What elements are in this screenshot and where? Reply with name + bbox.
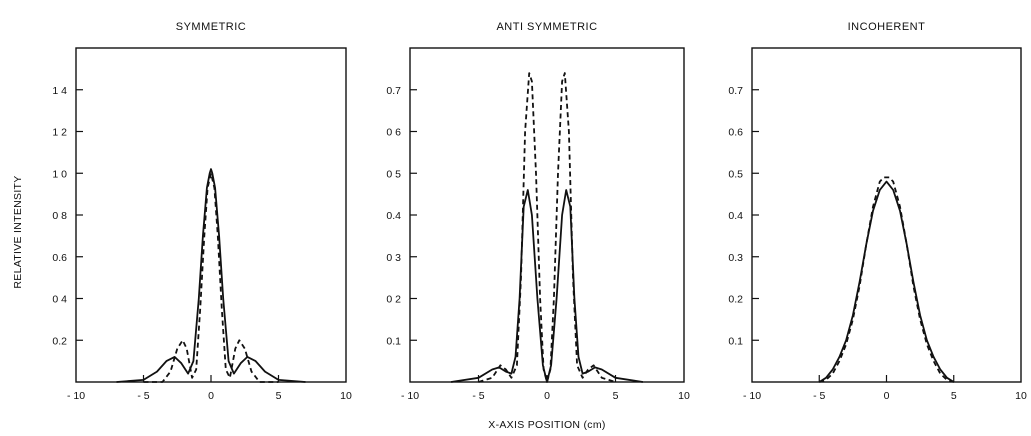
panel-title: INCOHERENT [848,21,926,33]
y-tick-label: 0.1 [728,335,743,347]
y-tick-label: 1 2 [52,127,67,139]
x-tick-label: 10 [340,390,352,402]
y-tick-label: 0 3 [386,252,401,264]
x-tick-label: - 10 [67,390,85,402]
solid-curve [450,189,644,383]
y-tick-label: 0.6 [52,252,67,264]
plot-frame [409,47,685,383]
x-tick-label: 0 [884,390,890,402]
y-tick-label: 0 8 [52,210,67,222]
plot-frame [75,47,347,383]
x-tick-label: 0 [544,390,550,402]
x-tick-label: 5 [951,390,957,402]
x-axis-label: X-AXIS POSITION (cm) [488,419,605,431]
solid-curve [116,168,306,383]
x-tick-label: - 5 [472,390,484,402]
y-tick-label: 0 5 [386,168,401,180]
dashed-curve [478,72,616,383]
chart-panel-2: ANTI SYMMETRIC 0.1 0 2 0 3 0.4 0 5 0 6 0.7 - 10 -… [386,21,690,402]
plot-frame [751,47,1022,383]
y-tick-label: 0.3 [728,252,743,264]
y-tick-label: 0 4 [52,294,67,306]
panel-title: ANTI SYMMETRIC [496,21,597,33]
y-tick-label: 0.5 [728,168,743,180]
y-tick-label: 0.4 [728,210,743,222]
panels: SYMMETRIC 0.2 0 4 0.6 0 8 1 0 1 2 1 4 - 10 - 5 0 5 1… [52,21,1027,402]
x-tick-label: 5 [613,390,619,402]
panel-title: SYMMETRIC [176,21,247,33]
y-axis-label: RELATIVE INTENSITY [12,175,24,288]
x-tick-label: 5 [276,390,282,402]
y-tick-label: 0.4 [386,210,401,222]
chart-panel-1: SYMMETRIC 0.2 0 4 0.6 0 8 1 0 1 2 1 4 - 10 - 5 0 5 1… [52,21,352,402]
y-tick-label: 0.1 [386,335,401,347]
x-tick-label: 10 [678,390,690,402]
y-tick-label: 0.6 [728,127,743,139]
x-tick-label: - 5 [137,390,149,402]
dashed-curve [819,176,955,383]
y-tick-label: 0.2 [52,335,67,347]
x-tick-label: 10 [1015,390,1027,402]
y-tick-label: 0.7 [386,85,401,97]
x-tick-label: - 5 [813,390,825,402]
x-tick-label: - 10 [743,390,761,402]
y-tick-label: 0.2 [728,294,743,306]
y-tick-label: 0 6 [386,127,401,139]
y-tick-label: 0.7 [728,85,743,97]
x-tick-label: 0 [208,390,214,402]
dashed-curve [143,172,279,383]
y-tick-label: 1 0 [52,168,67,180]
x-tick-label: - 10 [401,390,419,402]
chart-panel-3: INCOHERENT 0.1 0.2 0.3 0.4 0.5 0.6 0.7 - 10 - 5 0 5… [728,21,1027,402]
y-tick-label: 1 4 [52,85,67,97]
y-tick-label: 0 2 [386,294,401,306]
solid-curve [818,180,955,383]
